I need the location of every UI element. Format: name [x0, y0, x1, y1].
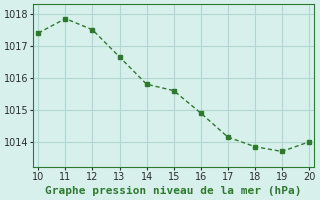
X-axis label: Graphe pression niveau de la mer (hPa): Graphe pression niveau de la mer (hPa) [45, 186, 302, 196]
